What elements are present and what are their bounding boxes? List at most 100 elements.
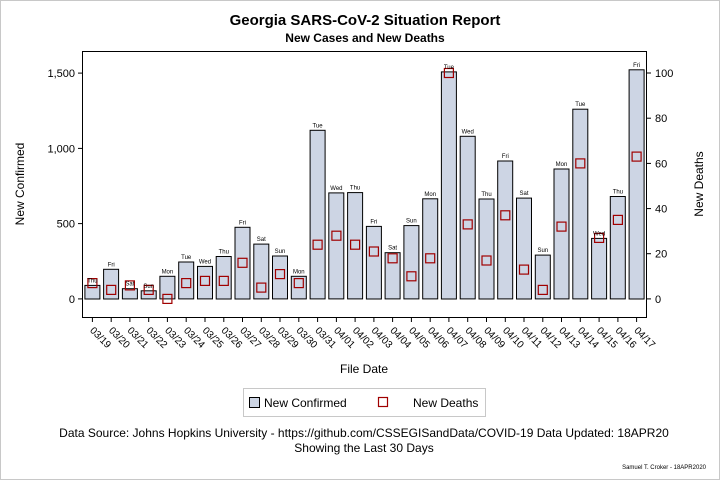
- bar-new-confirmed: [272, 255, 288, 300]
- bar-new-confirmed: [309, 129, 326, 300]
- marker-new-deaths: [537, 284, 548, 295]
- weekday-label: Wed: [330, 186, 342, 192]
- chart-subtitle: New Cases and New Deaths: [285, 31, 445, 45]
- bar-new-confirmed: [328, 192, 345, 300]
- marker-new-deaths: [575, 158, 586, 169]
- marker-new-deaths: [312, 239, 323, 250]
- marker-new-deaths: [218, 275, 229, 286]
- marker-new-deaths: [443, 67, 454, 79]
- data-source-note: Data Source: Johns Hopkins University - …: [59, 426, 669, 440]
- bar-new-confirmed: [628, 69, 645, 300]
- y2-tick-label: 0: [655, 294, 661, 306]
- bar-series-new-confirmed: [84, 69, 645, 300]
- bar-new-confirmed: [478, 198, 495, 300]
- bar-new-confirmed: [591, 237, 608, 300]
- weekday-label: Mon: [556, 162, 568, 168]
- marker-series-new-deaths: [87, 67, 642, 304]
- marker-new-deaths: [387, 253, 398, 264]
- bar-new-confirmed: [497, 160, 514, 300]
- weekday-label: Tue: [444, 65, 455, 71]
- bar-new-confirmed: [215, 256, 232, 300]
- legend: New Confirmed New Deaths: [243, 388, 486, 417]
- weekday-label: Sat: [257, 237, 266, 243]
- marker-new-deaths: [462, 219, 473, 230]
- x-axis-label: File Date: [340, 362, 388, 376]
- y2-axis-label: New Deaths: [692, 151, 706, 216]
- bar-new-confirmed: [121, 288, 138, 300]
- marker-new-deaths: [274, 269, 286, 280]
- weekday-labels: Thu Fri Sat Sun Mon Tue Wed Thu Fri Sat Sun Mon Tue W…: [87, 63, 640, 290]
- y-tick-label: 1,500: [47, 68, 75, 80]
- marker-new-deaths: [87, 278, 98, 289]
- weekday-label: Sun: [537, 248, 548, 254]
- marker-new-deaths: [350, 239, 361, 250]
- weekday-label: Thu: [219, 250, 229, 256]
- bar-new-confirmed: [159, 275, 176, 300]
- bar-new-confirmed: [347, 192, 364, 300]
- marker-new-deaths: [406, 271, 417, 282]
- bar-new-confirmed: [516, 197, 532, 300]
- y2-tick-label: 40: [655, 204, 667, 216]
- y2-tick-label: 20: [655, 249, 667, 261]
- bar-new-confirmed: [459, 135, 476, 300]
- weekday-label: Fri: [108, 262, 115, 268]
- marker-new-deaths: [237, 257, 248, 268]
- plot-area: [82, 51, 647, 318]
- y-tick-label: 0: [69, 294, 75, 306]
- weekday-label: Fri: [633, 63, 640, 69]
- weekday-label: Tue: [313, 123, 324, 129]
- legend-bar-swatch: [249, 397, 260, 408]
- y-axis-label: New Confirmed: [13, 143, 27, 226]
- weekday-label: Mon: [424, 192, 436, 198]
- marker-new-deaths: [143, 284, 154, 295]
- left-axis-ticks: 0 500 1,000 1,500: [47, 68, 83, 306]
- marker-new-deaths: [256, 282, 267, 293]
- weekday-label: Fri: [502, 154, 509, 160]
- bar-new-confirmed: [534, 254, 551, 300]
- bar-new-confirmed: [384, 252, 401, 300]
- legend-label-new-deaths: New Deaths: [413, 396, 478, 410]
- weekday-label: Wed: [462, 129, 474, 135]
- marker-new-deaths: [556, 221, 567, 232]
- marker-new-deaths: [593, 232, 605, 243]
- period-note: Showing the Last 30 Days: [294, 441, 433, 455]
- marker-new-deaths: [368, 246, 379, 257]
- y2-tick-label: 60: [655, 158, 667, 170]
- weekday-label: Wed: [199, 259, 211, 265]
- bar-new-confirmed: [103, 268, 120, 300]
- marker-new-deaths: [612, 214, 624, 225]
- marker-new-deaths: [331, 230, 342, 241]
- bar-new-confirmed: [253, 243, 270, 300]
- y-tick-label: 500: [57, 219, 75, 231]
- bar-new-confirmed: [553, 168, 570, 300]
- bar-new-confirmed: [440, 71, 457, 300]
- weekday-label: Sun: [143, 284, 154, 290]
- weekday-label: Thu: [613, 190, 623, 196]
- marker-new-deaths: [124, 280, 136, 291]
- legend-box: [243, 388, 486, 417]
- x-axis-ticks: 03/1903/2003/2103/2203/2303/2403/2503/26…: [87, 317, 657, 351]
- legend-marker-swatch: [377, 396, 389, 408]
- y2-tick-label: 80: [655, 113, 667, 125]
- weekday-label: Sat: [388, 246, 397, 252]
- bar-new-confirmed: [197, 265, 213, 300]
- y-tick-label: 1,000: [47, 143, 75, 155]
- bar-new-confirmed: [84, 284, 101, 300]
- marker-new-deaths: [425, 253, 436, 264]
- bar-new-confirmed: [572, 108, 589, 300]
- weekday-label: Sun: [406, 219, 417, 225]
- weekday-label: Thu: [481, 192, 491, 198]
- weekday-label: Wed: [593, 231, 605, 237]
- marker-new-deaths: [518, 264, 530, 275]
- weekday-label: Thu: [350, 186, 360, 192]
- bar-new-confirmed: [422, 198, 439, 300]
- weekday-label: Sat: [125, 282, 134, 288]
- marker-new-deaths: [631, 151, 642, 162]
- weekday-label: Mon: [162, 269, 174, 275]
- weekday-label: Mon: [293, 269, 305, 275]
- weekday-label: Tue: [575, 102, 586, 108]
- marker-new-deaths: [500, 210, 511, 221]
- weekday-label: Fri: [370, 219, 377, 225]
